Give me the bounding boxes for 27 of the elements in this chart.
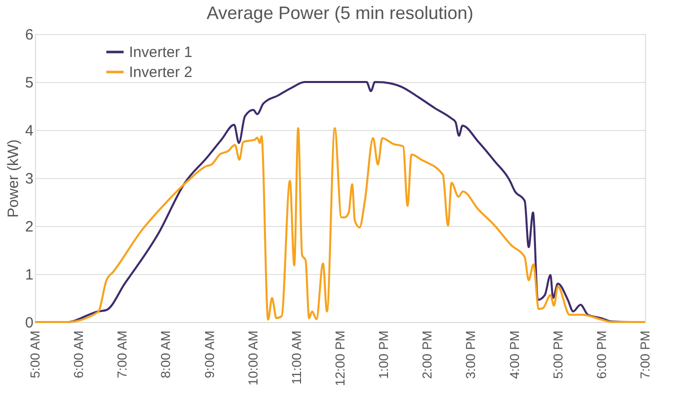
y-tick-label: 4 bbox=[25, 122, 34, 140]
legend-label: Inverter 2 bbox=[129, 64, 192, 81]
x-tick-label: 7:00 AM bbox=[114, 330, 130, 378]
legend-label: Inverter 1 bbox=[129, 44, 192, 61]
x-tick-label: 8:00 AM bbox=[158, 330, 174, 378]
y-tick-label: 1 bbox=[25, 266, 34, 284]
x-tick-label: 1:00 PM bbox=[376, 330, 392, 379]
x-tick-label: 6:00 PM bbox=[594, 330, 609, 379]
x-tick-label: 11:00 AM bbox=[288, 330, 304, 384]
x-tick-label: 6:00 AM bbox=[71, 330, 86, 378]
x-tick-label: 9:00 AM bbox=[202, 330, 217, 378]
x-tick-label: 12:00 PM bbox=[332, 330, 348, 386]
y-axis-title: Power (kW) bbox=[5, 139, 22, 218]
x-tick-label: 5:00 PM bbox=[550, 330, 566, 379]
x-tick-label: 5:00 AM bbox=[28, 330, 42, 378]
line-series bbox=[34, 127, 646, 323]
x-tick-label: 3:00 PM bbox=[463, 330, 478, 379]
y-tick-label: 0 bbox=[25, 314, 34, 332]
x-tick-label: 7:00 PM bbox=[638, 330, 652, 379]
x-tick-label: 10:00 AM bbox=[245, 330, 260, 386]
y-tick-label: 2 bbox=[25, 218, 34, 236]
y-tick-label: 5 bbox=[25, 74, 34, 92]
y-tick-label: 6 bbox=[25, 26, 34, 44]
x-tick-label: 2:00 PM bbox=[420, 330, 435, 379]
y-tick-label: 3 bbox=[25, 170, 34, 188]
x-tick-label: 4:00 PM bbox=[506, 330, 522, 379]
chart-title: Average Power (5 min resolution) bbox=[206, 3, 474, 23]
